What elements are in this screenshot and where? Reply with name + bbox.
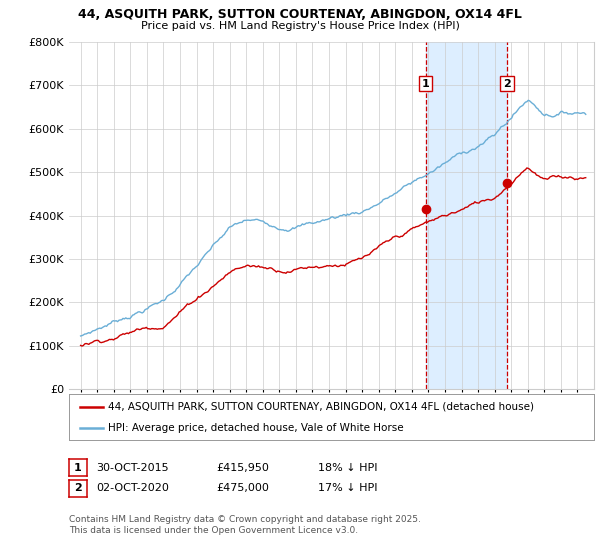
Text: 1: 1	[74, 463, 82, 473]
Text: Contains HM Land Registry data © Crown copyright and database right 2025.: Contains HM Land Registry data © Crown c…	[69, 515, 421, 524]
Text: Price paid vs. HM Land Registry's House Price Index (HPI): Price paid vs. HM Land Registry's House …	[140, 21, 460, 31]
Text: £415,950: £415,950	[216, 463, 269, 473]
Text: HPI: Average price, detached house, Vale of White Horse: HPI: Average price, detached house, Vale…	[109, 423, 404, 433]
Text: 30-OCT-2015: 30-OCT-2015	[96, 463, 169, 473]
Text: 1: 1	[422, 78, 430, 88]
Text: 44, ASQUITH PARK, SUTTON COURTENAY, ABINGDON, OX14 4FL: 44, ASQUITH PARK, SUTTON COURTENAY, ABIN…	[78, 8, 522, 21]
Text: £475,000: £475,000	[216, 483, 269, 493]
Bar	[425, 42, 507, 389]
Text: This data is licensed under the Open Government Licence v3.0.: This data is licensed under the Open Gov…	[69, 526, 358, 535]
Text: 02-OCT-2020: 02-OCT-2020	[96, 483, 169, 493]
Text: 18% ↓ HPI: 18% ↓ HPI	[318, 463, 377, 473]
Text: 44, ASQUITH PARK, SUTTON COURTENAY, ABINGDON, OX14 4FL (detached house): 44, ASQUITH PARK, SUTTON COURTENAY, ABIN…	[109, 402, 535, 412]
Text: 2: 2	[74, 483, 82, 493]
Text: 17% ↓ HPI: 17% ↓ HPI	[318, 483, 377, 493]
Text: 2: 2	[503, 78, 511, 88]
